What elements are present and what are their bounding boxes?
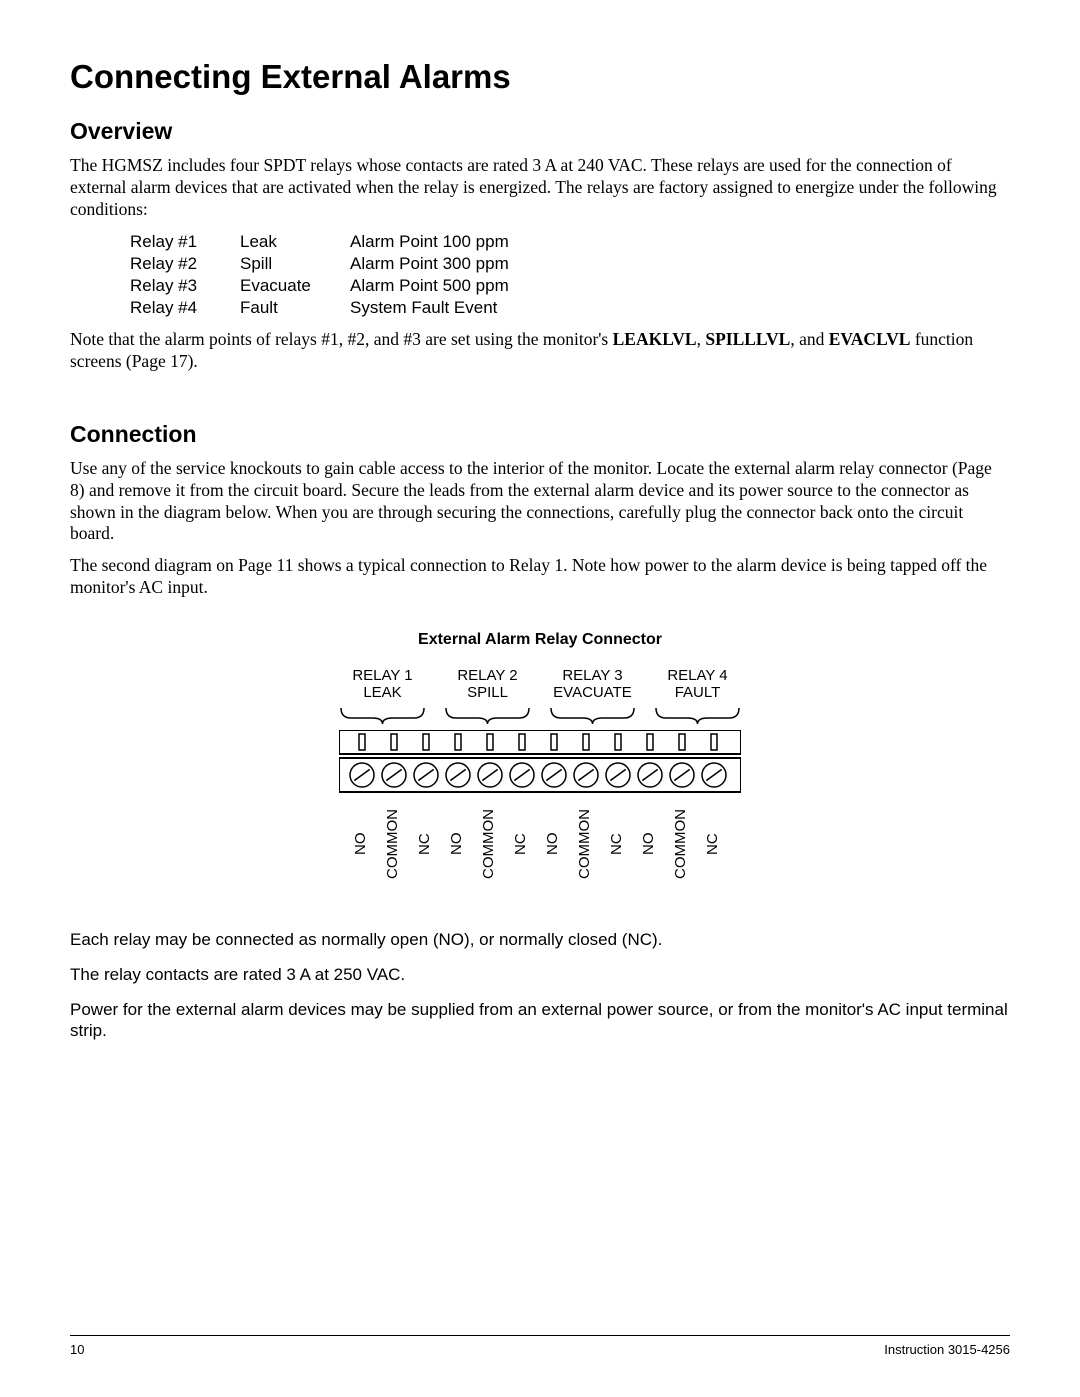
note-line: The relay contacts are rated 3 A at 250 …: [70, 964, 1010, 985]
connection-para2: The second diagram on Page 11 shows a ty…: [70, 555, 1010, 599]
relay-group: RELAY 2 SPILL: [444, 667, 531, 702]
relay-header-line2: FAULT: [654, 684, 741, 701]
relay-header-line1: RELAY 3: [549, 667, 636, 684]
bracket-icon: [444, 706, 531, 724]
terminal-label: COMMON: [384, 809, 416, 879]
relay-name: Relay #1: [130, 231, 240, 253]
bracket-icon: [549, 706, 636, 724]
relay-event: Alarm Point 300 ppm: [350, 253, 509, 275]
connector-svg: [339, 730, 741, 794]
relay-connector-diagram: RELAY 1 LEAK RELAY 2 SPILL RELAY 3 EVACU…: [70, 667, 1010, 879]
diagram-notes: Each relay may be connected as normally …: [70, 929, 1010, 1042]
terminal-label: NO: [640, 809, 672, 879]
note-bold: EVACLVL: [829, 329, 911, 349]
table-row: Relay #1 Leak Alarm Point 100 ppm: [130, 231, 1010, 253]
terminal-label: NC: [512, 809, 544, 879]
terminal-label: NC: [608, 809, 640, 879]
bracket-icon: [339, 706, 426, 724]
overview-heading: Overview: [70, 118, 1010, 145]
doc-id: Instruction 3015-4256: [884, 1342, 1010, 1357]
connection-heading: Connection: [70, 421, 1010, 448]
table-row: Relay #2 Spill Alarm Point 300 ppm: [130, 253, 1010, 275]
overview-para1: The HGMSZ includes four SPDT relays whos…: [70, 155, 1010, 221]
bracket-row: [339, 706, 741, 724]
relay-group: RELAY 1 LEAK: [339, 667, 426, 702]
terminal-label: NC: [704, 809, 736, 879]
table-row: Relay #3 Evacuate Alarm Point 500 ppm: [130, 275, 1010, 297]
relay-header-line2: LEAK: [339, 684, 426, 701]
relay-type: Leak: [240, 231, 350, 253]
terminal-label: NC: [416, 809, 448, 879]
connector-body: [339, 730, 741, 799]
terminal-label: NO: [544, 809, 576, 879]
relay-header-line1: RELAY 2: [444, 667, 531, 684]
page-number: 10: [70, 1342, 84, 1357]
note-bold: LEAKLVL: [613, 329, 697, 349]
relay-name: Relay #3: [130, 275, 240, 297]
note-line: Each relay may be connected as normally …: [70, 929, 1010, 950]
relay-event: System Fault Event: [350, 297, 497, 319]
terminal-label: NO: [352, 809, 384, 879]
relay-type: Spill: [240, 253, 350, 275]
page-footer: 10 Instruction 3015-4256: [70, 1335, 1010, 1357]
relay-name: Relay #2: [130, 253, 240, 275]
relay-group-headers: RELAY 1 LEAK RELAY 2 SPILL RELAY 3 EVACU…: [339, 667, 741, 702]
terminal-label: COMMON: [480, 809, 512, 879]
diagram-inner: RELAY 1 LEAK RELAY 2 SPILL RELAY 3 EVACU…: [339, 667, 741, 879]
relay-type: Fault: [240, 297, 350, 319]
relay-group: RELAY 4 FAULT: [654, 667, 741, 702]
relay-event: Alarm Point 100 ppm: [350, 231, 509, 253]
bracket-icon: [654, 706, 741, 724]
terminal-label: NO: [448, 809, 480, 879]
note-text: Note that the alarm points of relays #1,…: [70, 329, 613, 349]
terminal-label: COMMON: [576, 809, 608, 879]
relay-header-line2: SPILL: [444, 684, 531, 701]
page-title: Connecting External Alarms: [70, 58, 1010, 96]
relay-event: Alarm Point 500 ppm: [350, 275, 509, 297]
relay-type: Evacuate: [240, 275, 350, 297]
connection-para1: Use any of the service knockouts to gain…: [70, 458, 1010, 546]
relay-header-line1: RELAY 4: [654, 667, 741, 684]
relay-header-line2: EVACUATE: [549, 684, 636, 701]
overview-note: Note that the alarm points of relays #1,…: [70, 329, 1010, 373]
terminal-label: COMMON: [672, 809, 704, 879]
note-bold: SPILLLVL: [705, 329, 790, 349]
page-content: Connecting External Alarms Overview The …: [0, 0, 1080, 1042]
terminal-labels: NOCOMMONNCNOCOMMONNCNOCOMMONNCNOCOMMONNC: [339, 809, 741, 879]
relay-table: Relay #1 Leak Alarm Point 100 ppm Relay …: [130, 231, 1010, 319]
note-text: , and: [790, 329, 828, 349]
table-row: Relay #4 Fault System Fault Event: [130, 297, 1010, 319]
relay-name: Relay #4: [130, 297, 240, 319]
relay-header-line1: RELAY 1: [339, 667, 426, 684]
relay-group: RELAY 3 EVACUATE: [549, 667, 636, 702]
note-line: Power for the external alarm devices may…: [70, 999, 1010, 1042]
diagram-title: External Alarm Relay Connector: [70, 631, 1010, 649]
